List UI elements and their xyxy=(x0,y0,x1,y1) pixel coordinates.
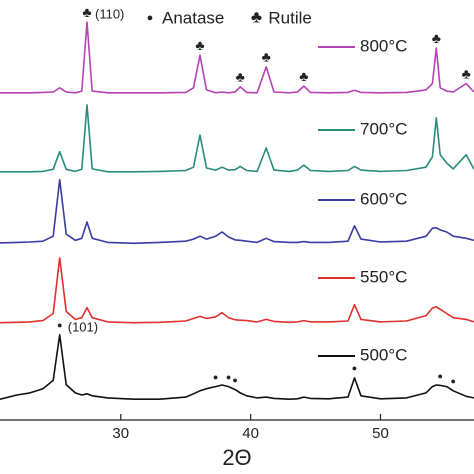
legend-label: 800°C xyxy=(360,36,407,55)
peak-marker: ♣ xyxy=(262,49,271,65)
x-axis-label: 2Θ xyxy=(222,445,251,470)
xrd-line xyxy=(0,257,474,324)
x-tick-label: 50 xyxy=(372,425,389,442)
phase-symbol: ● xyxy=(147,12,154,24)
peak-marker: ♣ xyxy=(195,37,204,53)
x-tick-label: 40 xyxy=(242,425,259,442)
peak-marker: ● xyxy=(438,371,443,381)
peak-marker: ● xyxy=(226,372,231,382)
legend-label: 550°C xyxy=(360,267,407,286)
legend-label: 500°C xyxy=(360,345,407,364)
peak-label: (101) xyxy=(68,319,98,334)
peak-marker: ● xyxy=(213,372,218,382)
peak-marker: ● xyxy=(57,320,62,330)
peak-label: (110) xyxy=(95,7,124,22)
phase-name: Anatase xyxy=(162,8,224,27)
peak-marker: ♣ xyxy=(462,65,471,81)
legend-label: 600°C xyxy=(360,189,407,208)
peak-marker: ♣ xyxy=(236,69,245,85)
xrd-line xyxy=(0,21,474,94)
legend-label: 700°C xyxy=(360,119,407,138)
xrd-line xyxy=(0,178,474,245)
xrd-line xyxy=(0,334,474,400)
peak-marker: ● xyxy=(352,363,357,373)
phase-symbol: ♣ xyxy=(251,7,262,26)
phase-name: Rutile xyxy=(268,8,311,27)
peak-marker: ♣ xyxy=(432,30,441,46)
xrd-line xyxy=(0,104,474,173)
peak-marker: ● xyxy=(451,376,456,386)
peak-marker: ● xyxy=(232,375,237,385)
peak-marker: ♣ xyxy=(299,68,308,84)
x-tick-label: 30 xyxy=(112,425,129,442)
peak-marker: ♣ xyxy=(82,4,91,20)
